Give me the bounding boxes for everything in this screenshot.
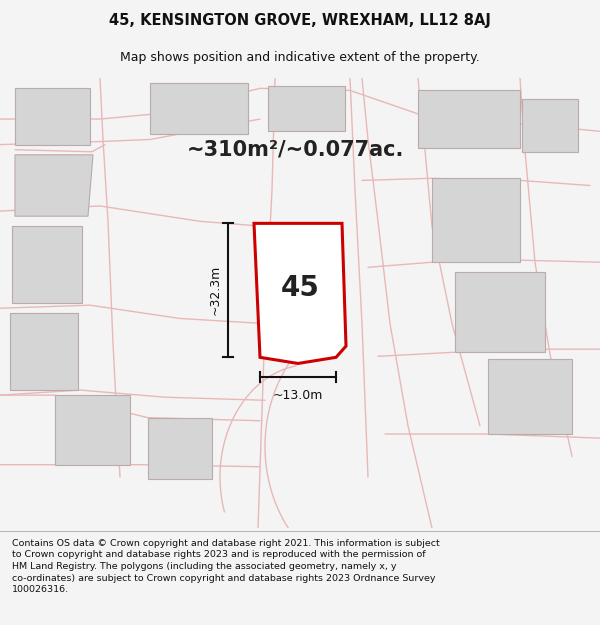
Text: 45, KENSINGTON GROVE, WREXHAM, LL12 8AJ: 45, KENSINGTON GROVE, WREXHAM, LL12 8AJ xyxy=(109,13,491,28)
Polygon shape xyxy=(15,88,90,144)
Text: Map shows position and indicative extent of the property.: Map shows position and indicative extent… xyxy=(120,51,480,64)
Text: ~310m²/~0.077ac.: ~310m²/~0.077ac. xyxy=(187,140,404,160)
Polygon shape xyxy=(522,99,578,152)
Text: Contains OS data © Crown copyright and database right 2021. This information is : Contains OS data © Crown copyright and d… xyxy=(12,539,440,594)
Polygon shape xyxy=(254,223,346,364)
Polygon shape xyxy=(10,313,78,390)
Polygon shape xyxy=(15,155,93,216)
Polygon shape xyxy=(148,418,212,479)
Polygon shape xyxy=(488,359,572,434)
Polygon shape xyxy=(12,226,82,303)
Polygon shape xyxy=(268,86,345,131)
Polygon shape xyxy=(455,272,545,352)
Polygon shape xyxy=(55,395,130,465)
Polygon shape xyxy=(150,83,248,134)
Text: ~32.3m: ~32.3m xyxy=(209,265,221,316)
Text: 45: 45 xyxy=(281,274,319,302)
Polygon shape xyxy=(418,91,520,148)
Polygon shape xyxy=(432,178,520,262)
Text: ~13.0m: ~13.0m xyxy=(273,389,323,402)
